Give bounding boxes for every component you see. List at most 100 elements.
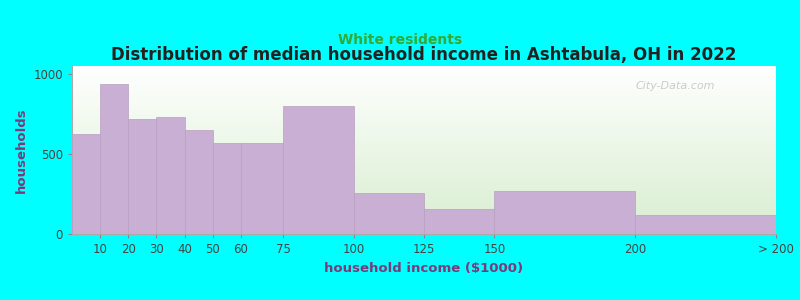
Bar [72, 225, 776, 226]
Bar [185, 130, 213, 234]
Bar [72, 209, 776, 210]
Bar [72, 221, 776, 222]
Bar [72, 111, 776, 112]
Bar [72, 228, 776, 229]
Bar [128, 119, 157, 234]
Bar [72, 98, 776, 99]
Bar [72, 219, 776, 220]
Bar [72, 146, 776, 147]
Bar [72, 210, 776, 211]
Bar [72, 162, 776, 163]
Bar [72, 105, 776, 106]
Bar [72, 94, 776, 95]
Bar [72, 106, 776, 107]
Bar [72, 174, 776, 175]
Bar [72, 160, 776, 161]
Bar [72, 126, 776, 127]
Bar [72, 86, 776, 87]
Text: City-Data.com: City-Data.com [635, 81, 714, 91]
Bar [72, 173, 776, 174]
Bar [72, 102, 776, 103]
Bar [72, 198, 776, 199]
Bar [72, 138, 776, 139]
Bar [72, 227, 776, 228]
Bar [72, 231, 776, 232]
Bar [72, 233, 776, 234]
Bar [72, 118, 776, 119]
Bar [72, 200, 776, 201]
Bar [72, 132, 776, 133]
Bar [283, 106, 354, 234]
Bar [72, 90, 776, 91]
Text: White residents: White residents [338, 34, 462, 47]
Bar [72, 73, 776, 74]
Bar [72, 128, 776, 129]
Bar [72, 114, 776, 115]
Bar [72, 178, 776, 179]
Bar [241, 143, 283, 234]
Bar [72, 81, 776, 82]
Bar [72, 131, 776, 132]
Bar [72, 179, 776, 180]
Bar [72, 66, 776, 67]
Bar [72, 100, 776, 101]
Bar [72, 67, 776, 68]
Bar [72, 183, 776, 184]
Bar [72, 145, 776, 146]
Bar [72, 133, 776, 134]
Bar [72, 194, 776, 195]
Bar [72, 164, 776, 165]
Bar [72, 112, 776, 113]
Bar [354, 193, 424, 234]
Bar [72, 216, 776, 217]
Bar [72, 202, 776, 203]
Bar [72, 223, 776, 224]
Bar [72, 189, 776, 190]
Bar [72, 116, 776, 117]
Bar [72, 190, 776, 191]
Bar [72, 109, 776, 110]
Bar [72, 169, 776, 170]
Bar [72, 68, 776, 69]
Bar [72, 83, 776, 84]
Bar [72, 180, 776, 181]
Bar [72, 147, 776, 148]
Bar [72, 72, 776, 73]
Bar [72, 154, 776, 155]
Bar [72, 85, 776, 86]
Bar [72, 144, 776, 145]
Bar [72, 196, 776, 197]
Bar [72, 99, 776, 100]
Bar [72, 74, 776, 75]
Bar [72, 117, 776, 118]
Bar [72, 182, 776, 183]
Bar [72, 171, 776, 172]
Bar [72, 187, 776, 188]
Bar [72, 92, 776, 93]
Bar [72, 82, 776, 83]
Bar [72, 80, 776, 81]
Bar [72, 124, 776, 125]
Bar [72, 101, 776, 102]
Bar [72, 220, 776, 221]
Bar [72, 208, 776, 209]
Bar [72, 186, 776, 187]
Bar [213, 143, 241, 234]
Bar [72, 176, 776, 177]
Bar [72, 125, 776, 126]
Bar [72, 177, 776, 178]
Bar [72, 193, 776, 194]
Bar [72, 143, 776, 144]
Bar [100, 84, 128, 234]
Bar [635, 215, 776, 234]
Bar [72, 213, 776, 214]
Bar [72, 87, 776, 88]
Bar [72, 141, 776, 142]
Bar [72, 91, 776, 92]
Bar [72, 120, 776, 121]
Bar [72, 100, 776, 101]
Bar [72, 75, 776, 76]
Bar [494, 191, 635, 234]
Bar [72, 167, 776, 168]
Bar [72, 184, 776, 185]
